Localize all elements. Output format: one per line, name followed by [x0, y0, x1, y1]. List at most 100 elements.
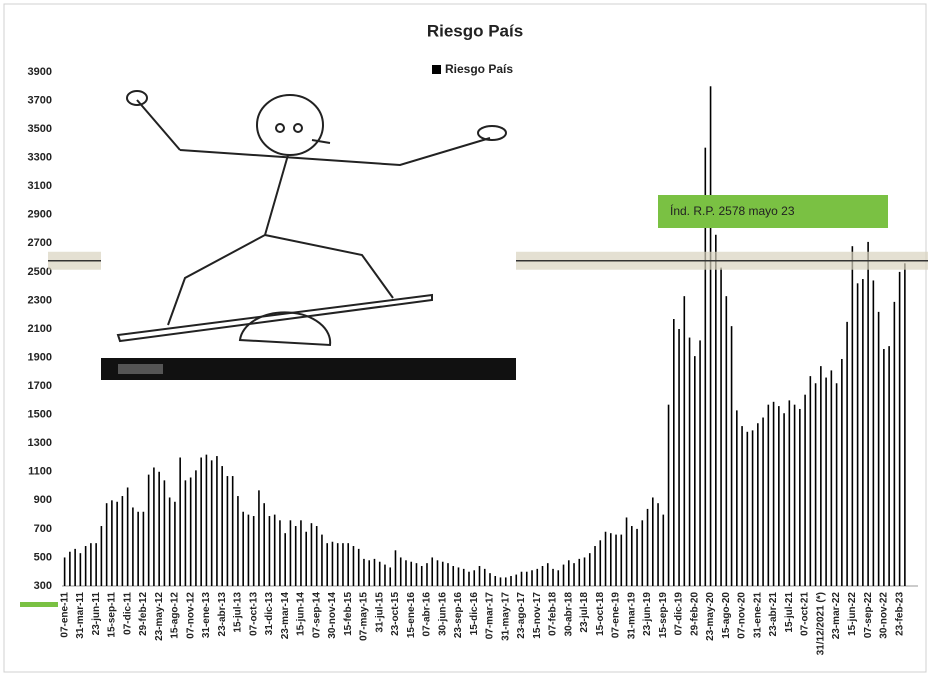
- x-tick-label: 07-feb-18: [548, 592, 559, 636]
- bar: [862, 279, 864, 586]
- bar: [799, 408, 801, 586]
- y-tick-label: 1500: [28, 409, 52, 421]
- bar: [552, 568, 554, 586]
- bar: [520, 571, 523, 586]
- x-tick-label: 30-abr-18: [563, 592, 574, 637]
- bar: [210, 460, 213, 586]
- bar: [478, 566, 481, 586]
- bar: [483, 568, 486, 586]
- bar: [132, 507, 134, 586]
- bar: [641, 520, 644, 586]
- bar: [342, 543, 344, 586]
- x-tick-label: 31-jul-15: [374, 592, 385, 633]
- x-tick-label: 15-nov-17: [532, 592, 543, 639]
- bar: [736, 410, 738, 586]
- bar: [336, 543, 339, 586]
- bar: [394, 550, 397, 586]
- bar: [709, 86, 712, 587]
- bar: [762, 417, 764, 586]
- x-tick-label: 07-nov-20: [737, 592, 748, 639]
- y-tick-label: 2700: [28, 237, 52, 249]
- bar: [111, 500, 113, 586]
- bar: [399, 557, 402, 586]
- y-tick-label: 700: [34, 523, 52, 535]
- bar: [867, 241, 869, 586]
- x-tick-label: 23-jul-18: [579, 592, 590, 633]
- x-tick-label: 15-jun-22: [847, 592, 858, 636]
- legend-swatch: [432, 65, 441, 74]
- x-tick-label: 23-may-20: [705, 592, 716, 641]
- y-tick-label: 1900: [28, 351, 52, 363]
- bar: [121, 496, 124, 586]
- bar: [531, 570, 533, 586]
- bar: [778, 406, 780, 586]
- bar: [252, 516, 255, 586]
- bar: [289, 520, 292, 586]
- bar: [741, 426, 743, 586]
- bar: [730, 326, 733, 586]
- bar: [462, 568, 465, 586]
- bar: [588, 553, 591, 586]
- x-tick-label: 23-mar-14: [280, 592, 291, 640]
- bar: [258, 490, 260, 586]
- x-tick-label: 15-ago-12: [170, 592, 181, 639]
- bar: [898, 271, 901, 586]
- bar: [200, 457, 202, 586]
- bar: [284, 533, 286, 586]
- bar: [242, 511, 244, 586]
- bar: [573, 563, 575, 586]
- y-tick-label: 1300: [28, 437, 52, 449]
- bar: [179, 457, 181, 586]
- x-tick-label: 31-mar-19: [626, 592, 637, 640]
- y-tick-label: 3500: [28, 123, 52, 135]
- bar: [793, 404, 796, 586]
- bar: [415, 563, 418, 586]
- bar: [772, 401, 775, 586]
- stick-figure-image: [101, 80, 516, 380]
- bar: [363, 558, 365, 586]
- x-tick-label: 31-mar-11: [75, 592, 86, 639]
- bar: [273, 514, 276, 586]
- y-tick-label: 2900: [28, 209, 52, 221]
- x-tick-label: 07-oct-13: [248, 592, 259, 636]
- x-tick-label: 07-nov-12: [185, 592, 196, 639]
- bar: [63, 557, 66, 586]
- bar: [90, 543, 92, 586]
- bar: [525, 571, 528, 586]
- x-tick-label: 23-jun-11: [91, 592, 102, 636]
- x-tick-label: 23-sep-16: [453, 592, 464, 639]
- bar: [447, 563, 449, 586]
- x-tick-label: 07-abr-16: [422, 592, 433, 637]
- x-tick-label: 31-ene-21: [752, 592, 763, 639]
- x-tick-label: 31-ene-13: [201, 592, 212, 639]
- bar: [751, 430, 754, 586]
- x-tick-label: 23-oct-15: [390, 592, 401, 636]
- bar: [846, 321, 848, 586]
- bar: [620, 534, 623, 586]
- bar: [609, 533, 612, 586]
- bar: [757, 423, 759, 586]
- x-tick-label: 23-mar-22: [831, 592, 842, 640]
- x-tick-label: 07-sep-14: [311, 592, 322, 639]
- bar: [662, 514, 665, 586]
- bar: [715, 234, 717, 586]
- bar: [142, 511, 145, 586]
- bar: [384, 564, 386, 586]
- bar: [767, 404, 770, 586]
- bar: [830, 370, 833, 586]
- bar: [352, 546, 355, 586]
- bar: [856, 283, 859, 586]
- bar: [541, 566, 544, 586]
- y-tick-label: 3100: [28, 180, 52, 192]
- bar: [126, 487, 129, 586]
- bar: [279, 520, 281, 586]
- bar: [116, 501, 118, 586]
- x-tick-label: 29-feb-20: [689, 592, 700, 636]
- bar: [604, 531, 607, 586]
- bar: [205, 454, 208, 586]
- bar: [820, 366, 822, 586]
- bar: [457, 567, 460, 586]
- y-tick-label: 900: [34, 494, 52, 506]
- bar: [725, 296, 728, 586]
- x-tick-label: 15-ene-16: [406, 592, 417, 639]
